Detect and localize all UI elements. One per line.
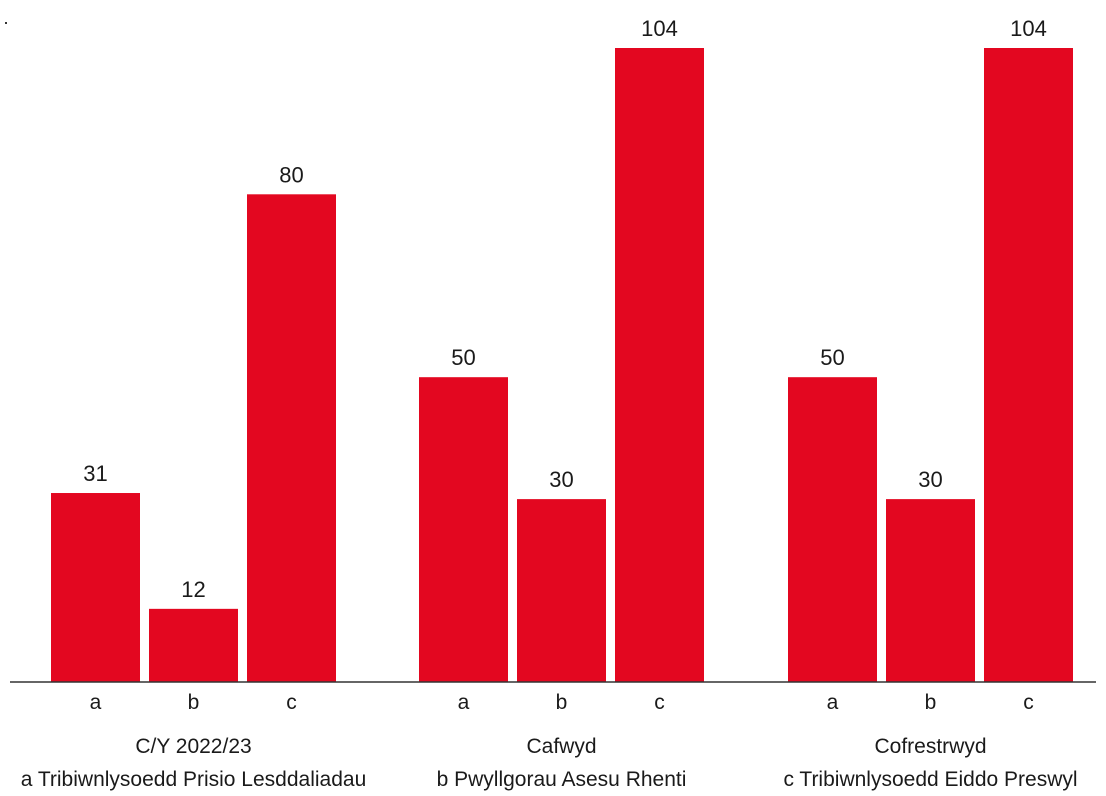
group-label: Cafwyd xyxy=(526,735,596,758)
corner-dot xyxy=(5,22,7,24)
bar-3-b xyxy=(886,499,975,682)
x-tick-label: a xyxy=(90,691,102,714)
bar-1-a xyxy=(51,493,140,682)
bar-2-a xyxy=(419,377,508,682)
bar-value-label: 104 xyxy=(1010,16,1047,41)
bar-3-c xyxy=(984,48,1073,682)
bar-value-label: 104 xyxy=(641,16,678,41)
legend-label: a Tribiwnlysoedd Prisio Lesddaliadau xyxy=(21,768,367,791)
bar-value-label: 31 xyxy=(83,461,107,486)
x-tick-label: b xyxy=(925,691,937,714)
bar-3-a xyxy=(788,377,877,682)
group-label: C/Y 2022/23 xyxy=(135,735,251,758)
bar-1-c xyxy=(247,194,336,683)
group-label: Cofrestrwyd xyxy=(874,735,986,758)
x-tick-label: c xyxy=(286,691,297,714)
x-tick-label: b xyxy=(556,691,568,714)
x-tick-label: b xyxy=(188,691,200,714)
labels-layer: 31 a 12 b 80 c C/Y 2022/23 a Tribiwnlysoedd Pri… xyxy=(21,16,1078,791)
bar-value-label: 12 xyxy=(181,577,205,602)
bar-value-label: 50 xyxy=(451,345,475,370)
bar-value-label: 30 xyxy=(549,467,573,492)
bars-layer xyxy=(51,48,1073,683)
legend-label: c Tribiwnlysoedd Eiddo Preswyl xyxy=(783,768,1077,791)
bar-value-label: 50 xyxy=(820,345,844,370)
bar-value-label: 80 xyxy=(279,162,303,187)
x-tick-label: a xyxy=(458,691,470,714)
bar-1-b xyxy=(149,608,238,682)
bar-2-c xyxy=(615,48,704,682)
x-tick-label: a xyxy=(827,691,839,714)
bar-2-b xyxy=(517,499,606,682)
legend-label: b Pwyllgorau Asesu Rhenti xyxy=(437,768,687,791)
x-tick-label: c xyxy=(654,691,665,714)
x-tick-label: c xyxy=(1023,691,1034,714)
bar-value-label: 30 xyxy=(918,467,942,492)
